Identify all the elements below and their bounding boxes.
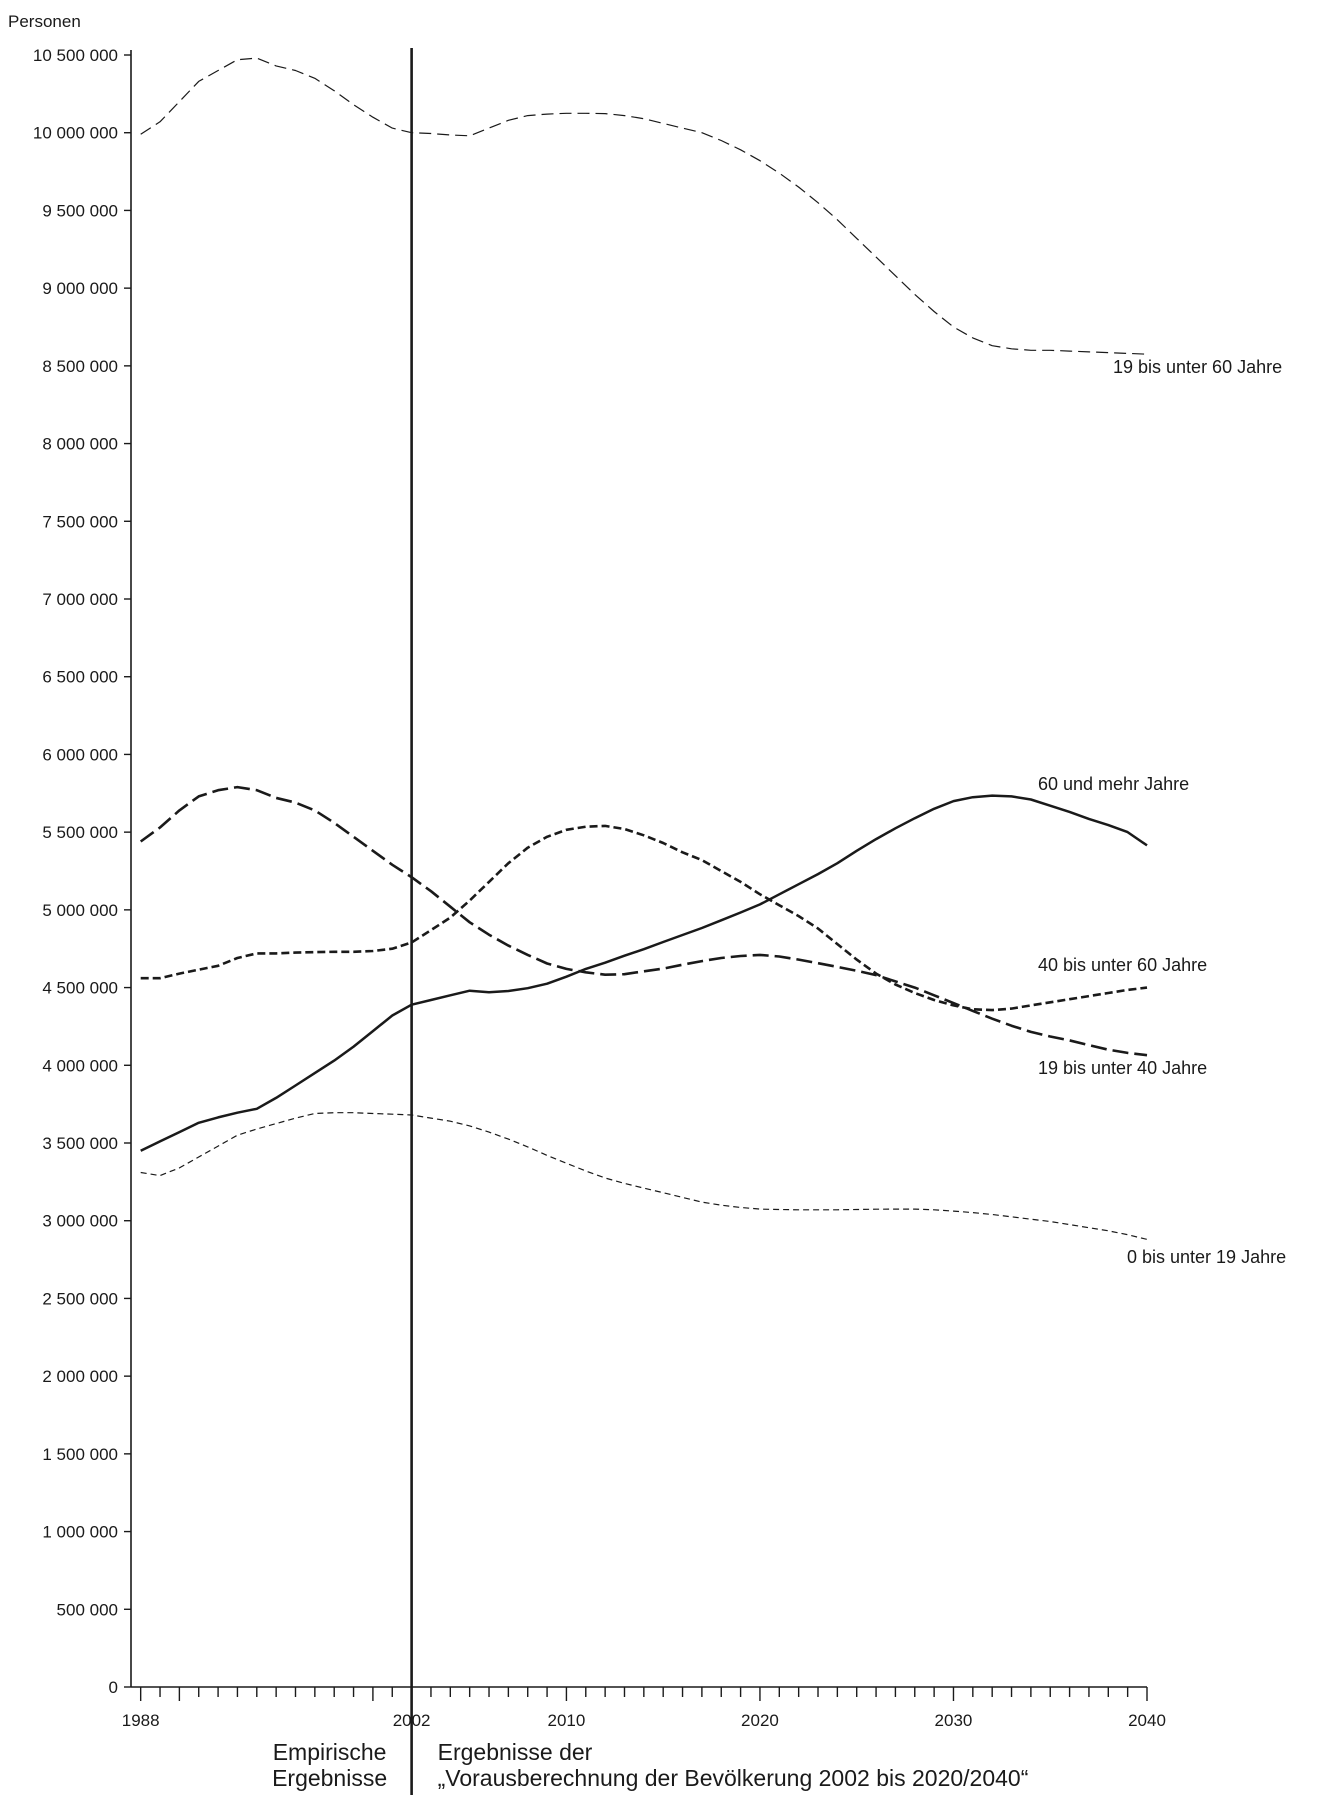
y-tick-label: 8 500 000 xyxy=(42,357,118,376)
y-tick-label: 10 500 000 xyxy=(33,46,118,65)
x-tick-label: 1988 xyxy=(122,1711,160,1730)
y-axis-title: Personen xyxy=(8,12,81,31)
y-tick-label: 9 000 000 xyxy=(42,279,118,298)
x-tick-label: 2020 xyxy=(741,1711,779,1730)
series-label-40-bis-unter-60-jahre: 40 bis unter 60 Jahre xyxy=(1038,955,1207,975)
caption-projection-line: Ergebnisse der xyxy=(438,1739,593,1765)
caption-empirical-line: Empirische xyxy=(273,1739,387,1765)
series-labels: 19 bis unter 60 Jahre 60 und mehr Jahre 40… xyxy=(1038,357,1286,1267)
series-label-0-bis-unter-19-jahre: 0 bis unter 19 Jahre xyxy=(1127,1247,1286,1267)
series-line-60-und-mehr-jahre xyxy=(140,794,1148,1152)
series-line-40-bis-unter-60-jahre xyxy=(140,824,1148,1012)
series-lines xyxy=(139,57,1148,1240)
y-tick-label: 6 000 000 xyxy=(42,745,118,764)
forecast-divider: Empirische Ergebnisse Ergebnisse der „Vorau… xyxy=(272,48,1028,1795)
y-tick-label: 10 000 000 xyxy=(33,124,118,143)
caption-projection: Ergebnisse der „Vorausberechnung der Bevö… xyxy=(438,1739,1029,1791)
x-tick-label: 2040 xyxy=(1128,1711,1166,1730)
y-tick-label: 2 000 000 xyxy=(42,1367,118,1386)
x-tick-label: 2030 xyxy=(935,1711,973,1730)
y-tick-label: 8 000 000 xyxy=(42,435,118,454)
y-tick-label: 7 500 000 xyxy=(42,512,118,531)
x-tick-label: 2010 xyxy=(548,1711,586,1730)
y-tick-label: 4 000 000 xyxy=(42,1056,118,1075)
series-label-19-bis-unter-40-jahre: 19 bis unter 40 Jahre xyxy=(1038,1058,1207,1078)
y-axis: 0 500 000 1 000 000 1 500 000 2 000 000 2 500… xyxy=(33,46,132,1697)
y-tick-label: 7 000 000 xyxy=(42,590,118,609)
y-tick-label: 3 500 000 xyxy=(42,1134,118,1153)
series-label-60-und-mehr-jahre: 60 und mehr Jahre xyxy=(1038,774,1189,794)
y-tick-label: 9 500 000 xyxy=(42,201,118,220)
y-tick-label: 6 500 000 xyxy=(42,668,118,687)
caption-projection-line: „Vorausberechnung der Bevölkerung 2002 b… xyxy=(438,1765,1029,1791)
series-label-19-bis-unter-60-jahre: 19 bis unter 60 Jahre xyxy=(1113,357,1282,377)
y-tick-label: 1 500 000 xyxy=(42,1445,118,1464)
y-tick-label: 1 000 000 xyxy=(42,1523,118,1542)
y-tick-label: 0 xyxy=(109,1678,118,1697)
y-tick-label: 2 500 000 xyxy=(42,1289,118,1308)
y-tick-label: 500 000 xyxy=(57,1600,118,1619)
series-line-0-bis-unter-19-jahre xyxy=(140,1112,1148,1240)
caption-empirical: Empirische Ergebnisse xyxy=(272,1739,387,1791)
y-tick-label: 5 000 000 xyxy=(42,901,118,920)
caption-empirical-line: Ergebnisse xyxy=(272,1765,387,1791)
y-tick-label: 4 500 000 xyxy=(42,979,118,998)
y-tick-label: 5 500 000 xyxy=(42,823,118,842)
series-line-19-bis-unter-40-jahre xyxy=(139,785,1148,1057)
series-line-19-bis-unter-60-jahre xyxy=(140,57,1148,355)
y-tick-label: 3 000 000 xyxy=(42,1212,118,1231)
x-axis: 198820022010202020302040 xyxy=(122,1686,1166,1730)
